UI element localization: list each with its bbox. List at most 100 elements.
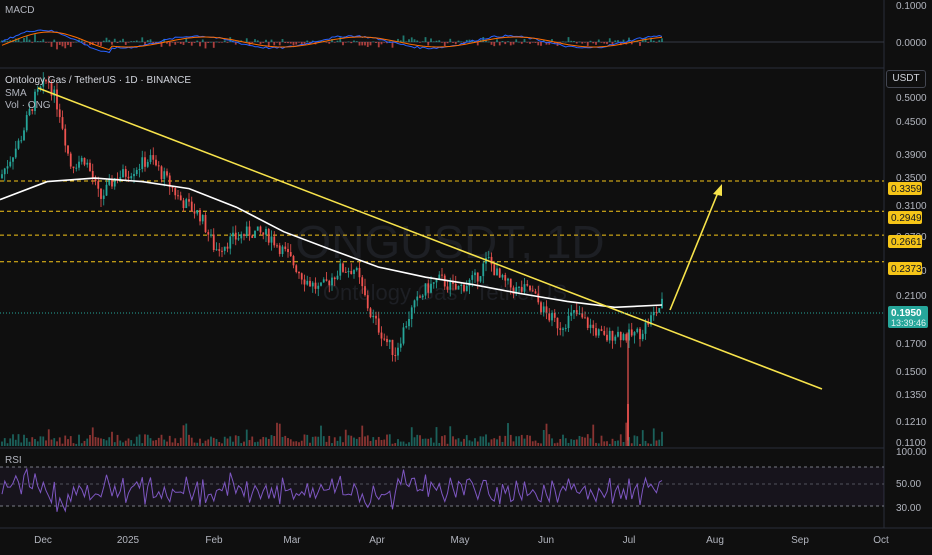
candle-body xyxy=(597,329,600,336)
macd-histogram-bar xyxy=(133,41,135,42)
volume-bar xyxy=(364,436,366,446)
volume-bar xyxy=(133,443,135,446)
descending-trendline[interactable] xyxy=(37,87,823,390)
price-tick: 0.3500 xyxy=(896,173,927,184)
volume-bar xyxy=(234,435,237,446)
volume-bar xyxy=(201,443,204,446)
time-axis[interactable]: Dec 2025 Feb Mar Apr May Jun Jul Aug Sep… xyxy=(34,535,889,546)
volume-bar xyxy=(328,435,331,446)
candle-body xyxy=(633,332,636,336)
time-tick: Sep xyxy=(791,535,809,546)
candle-body xyxy=(617,331,619,337)
volume-bar xyxy=(622,441,625,446)
volume-bar xyxy=(430,437,432,446)
candle-body xyxy=(25,115,28,131)
currency-button[interactable]: USDT xyxy=(886,70,926,88)
macd-histogram-bar xyxy=(295,42,298,45)
candle-body xyxy=(507,278,509,281)
volume-bar xyxy=(564,438,567,446)
candlesticks[interactable] xyxy=(1,72,663,441)
candle-body xyxy=(243,234,245,236)
macd-histogram-bar xyxy=(300,42,303,45)
candle-body xyxy=(163,171,166,180)
candle-body xyxy=(636,328,639,333)
volume-label[interactable]: Vol · ONG xyxy=(5,100,51,111)
level-tag-3[interactable]: 0.2373 xyxy=(888,262,922,275)
macd-histogram-bar xyxy=(144,42,146,46)
macd-histogram-bar xyxy=(50,42,53,47)
rsi-label[interactable]: RSI xyxy=(5,455,22,466)
volume-bar xyxy=(515,436,518,446)
volume-bar xyxy=(339,436,342,446)
volume-bar xyxy=(138,434,141,446)
candle-body xyxy=(391,339,394,355)
volume-bar xyxy=(199,438,201,446)
volume-bar xyxy=(617,440,619,446)
candle-body xyxy=(578,313,581,315)
candle-body xyxy=(67,145,69,154)
macd-histogram-bar xyxy=(375,42,377,44)
candle-body xyxy=(424,283,427,296)
volume-bar xyxy=(592,424,595,446)
volume-bar xyxy=(141,443,144,446)
macd-histogram-bar xyxy=(641,39,644,42)
macd-histogram-bar xyxy=(212,42,215,48)
volume-bar xyxy=(287,438,289,446)
volume-bar xyxy=(67,439,69,446)
candle-body xyxy=(383,338,386,340)
level-tag-0[interactable]: 0.3359 xyxy=(888,182,922,195)
macd-histogram-bar xyxy=(402,35,405,42)
volume-bar xyxy=(658,439,661,446)
candle-body xyxy=(287,249,289,253)
candle-body xyxy=(364,286,366,296)
macd-histogram-bar xyxy=(265,39,267,42)
macd-histogram-bar xyxy=(166,42,168,44)
volume-bar xyxy=(215,439,218,446)
rsi-line[interactable] xyxy=(1,467,663,513)
macd-histogram-bar xyxy=(559,42,562,43)
volume-bar xyxy=(581,436,584,446)
macd-histogram-bar xyxy=(119,40,122,42)
volume-bar xyxy=(468,440,471,446)
candle-body xyxy=(42,79,45,87)
macd-histogram-bar xyxy=(61,42,64,47)
candle-body xyxy=(608,330,611,341)
candle-body xyxy=(328,280,331,286)
candle-body xyxy=(628,329,630,341)
time-tick: Jul xyxy=(623,535,636,546)
sma-label[interactable]: SMA xyxy=(5,88,27,99)
level-tag-2[interactable]: 0.2661 xyxy=(888,235,922,248)
symbol-title[interactable]: Ontology Gas / TetherUS · 1D · BINANCE xyxy=(5,75,191,86)
volume-bar xyxy=(36,441,39,446)
level-tag-1[interactable]: 0.2949 xyxy=(888,211,922,224)
macd-histogram-bar xyxy=(424,37,427,42)
volume-bar xyxy=(124,440,127,446)
candle-body xyxy=(432,282,435,284)
candle-body xyxy=(58,109,61,118)
volume-bar xyxy=(575,439,578,446)
macd-histogram-bar xyxy=(413,39,416,42)
countdown-timer: 13:39:46 xyxy=(891,318,926,328)
volume-bar xyxy=(196,442,199,446)
candle-body xyxy=(562,328,564,330)
candle-body xyxy=(100,188,102,199)
macd-histogram-bar xyxy=(647,42,650,43)
current-price-tag[interactable]: 0.1950 13:39:46 xyxy=(888,306,928,328)
time-tick: Oct xyxy=(873,535,889,546)
macd-histogram-bar xyxy=(449,38,452,42)
macd-histogram-bar xyxy=(446,42,449,44)
volume-bar xyxy=(504,435,507,446)
projection-arrow-line[interactable] xyxy=(669,189,720,311)
candle-body xyxy=(630,329,633,336)
macd-histogram-bar xyxy=(83,42,86,45)
sma-line[interactable] xyxy=(0,177,663,309)
macd-histogram-bar xyxy=(179,42,182,44)
macd-histogram-bar xyxy=(597,39,600,42)
macd-label[interactable]: MACD xyxy=(5,5,35,16)
candle-body xyxy=(523,284,526,292)
candle-body xyxy=(273,236,276,246)
macd-histogram-bar xyxy=(540,42,542,46)
macd-histogram-bar xyxy=(273,42,276,46)
